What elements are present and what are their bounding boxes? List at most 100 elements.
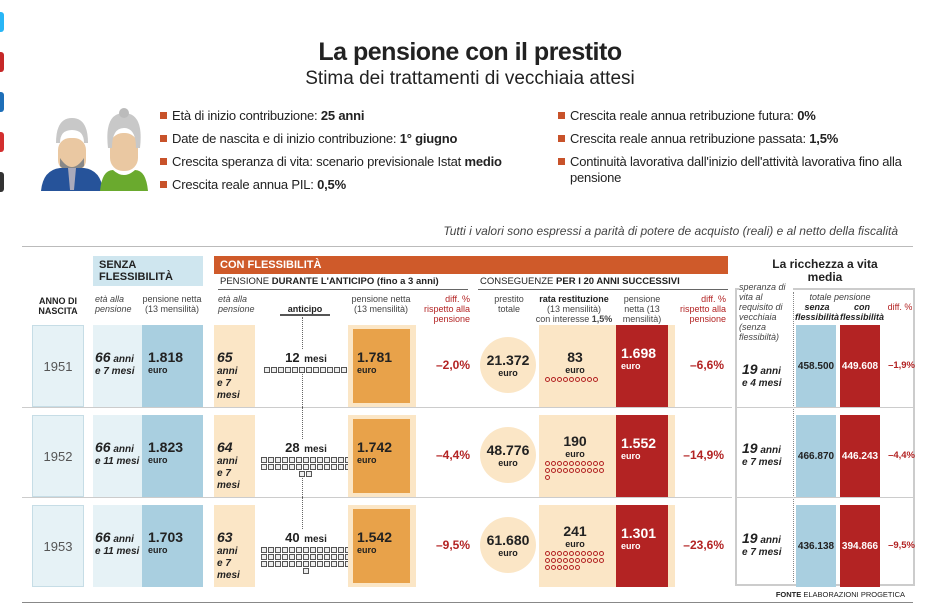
col-totale: totale pensione — [809, 292, 871, 302]
assumption-value: 0% — [797, 108, 816, 123]
unit: anni — [217, 366, 238, 377]
value: 28 — [285, 440, 300, 455]
band-con: CON FLESSIBILITÀ — [214, 256, 728, 274]
rata-circle — [557, 558, 562, 563]
month-square — [302, 464, 309, 470]
rata-circle — [587, 468, 592, 473]
eta-con: 64 anni e 7 mesi — [214, 415, 255, 497]
prestito-circle: 61.680 euro — [480, 517, 536, 573]
speranza-cell: 19 anni e 7 mesi — [742, 531, 781, 559]
unit: euro — [621, 541, 641, 551]
rata-circle — [581, 377, 586, 382]
divider — [22, 246, 913, 247]
month-square — [309, 554, 316, 560]
rata-circle — [563, 468, 568, 473]
unit: mesi — [304, 444, 327, 455]
eta-months: e 7 mesi — [95, 366, 135, 377]
rata-circle — [569, 551, 574, 556]
source-label: FONTE — [775, 590, 804, 599]
value: 1.703 — [148, 529, 184, 545]
unit: euro — [498, 458, 518, 468]
totale-senza-bar: 466.870 — [796, 415, 836, 497]
band-senza: SENZA FLESSIBILITÀ — [93, 256, 203, 286]
pension-post-bar: 1.698 euro — [616, 325, 668, 407]
rata-circle — [569, 461, 574, 466]
month-square — [341, 367, 347, 373]
value: 241 — [563, 523, 587, 539]
month-square — [337, 457, 344, 463]
unit: euro — [621, 451, 641, 461]
assumption-label: Crescita reale annua retribuzione passat… — [570, 131, 810, 146]
rata-circle — [545, 377, 550, 382]
divider — [793, 292, 794, 582]
divider — [478, 289, 728, 290]
pension-senza-bar: 1.703 euro — [142, 505, 203, 587]
pension-senza-bar: 1.823 euro — [142, 415, 203, 497]
col-pens-post: pensione netta (13 mensilità) — [622, 294, 662, 324]
divider — [22, 407, 732, 408]
social-share-button[interactable] — [0, 12, 4, 32]
totale-con-bar: 449.608 — [840, 325, 880, 407]
rata-circle — [575, 551, 580, 556]
months: e 7 mesi — [742, 457, 782, 468]
rata-circle — [557, 565, 562, 570]
social-share-button[interactable] — [0, 92, 4, 112]
col-tot-senza: senza flessibilità — [794, 302, 839, 322]
month-square — [320, 367, 326, 373]
value: 1.301 — [621, 525, 657, 541]
rata-circle — [557, 468, 562, 473]
rata-a: rata restituzione — [539, 294, 609, 304]
rata-circle — [557, 461, 562, 466]
value: 1.542 — [357, 529, 393, 545]
rata-circle — [599, 468, 604, 473]
unit: euro — [621, 361, 641, 371]
month-square — [271, 367, 277, 373]
col-diff-post: diff. % rispetto alla pensione — [679, 294, 726, 324]
rata-circle — [581, 468, 586, 473]
rata-circle — [545, 565, 550, 570]
month-square — [337, 554, 344, 560]
rata-circle — [569, 377, 574, 382]
month-square — [323, 547, 330, 553]
assumption-value: 1° giugno — [399, 131, 458, 146]
eta-years: 66 — [95, 439, 111, 455]
month-square — [274, 457, 281, 463]
unit: anni — [113, 444, 134, 455]
rata-circle — [551, 461, 556, 466]
social-share-button[interactable] — [0, 132, 4, 152]
divider — [737, 497, 913, 498]
rata-b: (13 mensilità) — [546, 304, 602, 314]
month-square — [267, 547, 274, 553]
social-share-button[interactable] — [0, 172, 4, 192]
month-square — [288, 457, 295, 463]
eta-months: e 7 mesi — [217, 378, 240, 401]
month-square — [267, 561, 274, 567]
month-square — [295, 554, 302, 560]
years: 19 — [742, 440, 758, 456]
col-pens-con: pensione netta (13 mensilità) — [351, 294, 411, 314]
eta-years: 65 — [217, 349, 233, 365]
month-square — [260, 561, 267, 567]
anticipo-cell: 28 mesi — [260, 439, 352, 478]
month-square — [281, 547, 288, 553]
month-square — [274, 547, 281, 553]
month-square — [299, 367, 305, 373]
month-square — [281, 464, 288, 470]
source-value: ELABORAZIONI PROGETICA — [803, 590, 905, 599]
eta-months: e 7 mesi — [217, 468, 240, 491]
page-title: La pensione con il prestito — [318, 38, 622, 66]
eta-con: 65 anni e 7 mesi — [214, 325, 255, 407]
col-eta-senza: età alla pensione — [95, 294, 132, 314]
assumption-value: 25 anni — [320, 108, 365, 123]
rata-circle — [575, 377, 580, 382]
months: e 4 mesi — [742, 378, 782, 389]
rata-circle — [599, 551, 604, 556]
unit: euro — [357, 365, 377, 375]
eta-con: 63 anni e 7 mesi — [214, 505, 255, 587]
value: 1.823 — [148, 439, 184, 455]
social-share-button[interactable] — [0, 52, 4, 72]
rata-c: con interesse — [535, 314, 592, 324]
speranza-cell: 19 anni e 4 mesi — [742, 362, 782, 390]
col-diff-tot: diff. % — [887, 302, 913, 312]
unit: euro — [357, 545, 377, 555]
